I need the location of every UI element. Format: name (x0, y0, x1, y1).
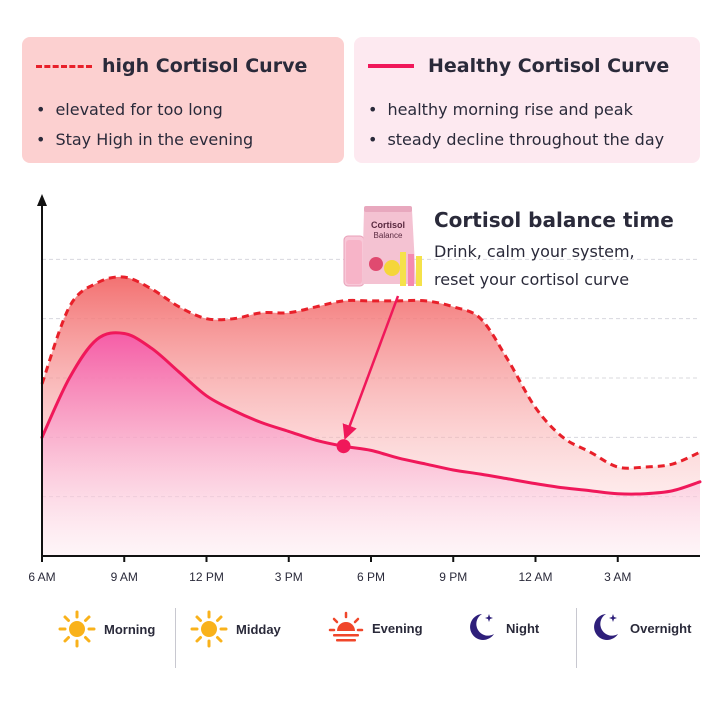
y-axis-arrow-icon (37, 194, 47, 206)
callout-title: Cortisol balance time (434, 208, 674, 232)
moon-icon (594, 614, 618, 640)
moon-icon (470, 614, 494, 640)
period-morning: Morning (58, 610, 155, 648)
legend-healthy-bullet: steady decline throughout the day (368, 125, 664, 155)
x-tick-label: 3 AM (604, 570, 631, 584)
cortisol-chart: 6 AM 9 AM 12 PM 3 PM 6 PM 9 PM 12 AM 3 AM (28, 194, 702, 584)
legend-high-bullet: Stay High in the evening (36, 125, 253, 155)
period-label: Morning (104, 621, 156, 637)
healthy-cortisol-curvearea (42, 332, 700, 556)
callout: Cortisol balance time Drink, calm your s… (434, 208, 674, 294)
legend-high-title: high Cortisol Curve (102, 55, 308, 77)
callout-line: reset your cortisol curve (434, 270, 630, 289)
balance-time-marker (336, 439, 351, 454)
legend-healthy-bullet: healthy morning rise and peak (368, 95, 664, 125)
time-periods-row: Morning Midday Evening (0, 600, 720, 670)
period-label: Overnight (630, 620, 692, 636)
sunset-icon (328, 611, 364, 642)
legend-healthy-cortisol: Healthy Cortisol Curve healthy morning r… (354, 37, 700, 163)
period-label: Midday (236, 621, 281, 637)
legend-high-cortisol: high Cortisol Curve elevated for too lon… (22, 37, 344, 163)
healthy-cortisol-curveline (40, 331, 702, 496)
high-cortisol-curveline (40, 275, 701, 470)
callout-line: Drink, calm your system, (434, 242, 635, 261)
period-night: Night (466, 610, 539, 646)
period-label: Evening (372, 620, 423, 636)
x-tick-label: 9 PM (439, 570, 467, 584)
period-evening: Evening (328, 610, 423, 646)
product-label-line: Balance (374, 231, 403, 240)
period-overnight: Overnight (590, 610, 691, 646)
x-tick-label: 6 PM (357, 570, 385, 584)
x-tick-label: 12 AM (518, 570, 552, 584)
period-midday: Midday (190, 610, 281, 648)
x-tick-label: 6 AM (28, 570, 55, 584)
sun-icon (58, 610, 96, 648)
divider (175, 608, 176, 668)
legend-high-bullet: elevated for too long (36, 95, 253, 125)
x-tick-label: 9 AM (111, 570, 138, 584)
solid-line-sample (368, 64, 414, 68)
sun-icon (190, 610, 228, 648)
product-label-line: Cortisol (371, 220, 405, 230)
x-tick-label: 3 PM (275, 570, 303, 584)
x-tick-label: 12 PM (189, 570, 224, 584)
divider (576, 608, 577, 668)
dashed-line-sample (36, 64, 92, 68)
legend-healthy-title: Healthy Cortisol Curve (428, 55, 670, 77)
period-label: Night (506, 620, 540, 636)
callout-arrow (342, 295, 400, 440)
product-image: Cortisol Balance (343, 206, 422, 287)
